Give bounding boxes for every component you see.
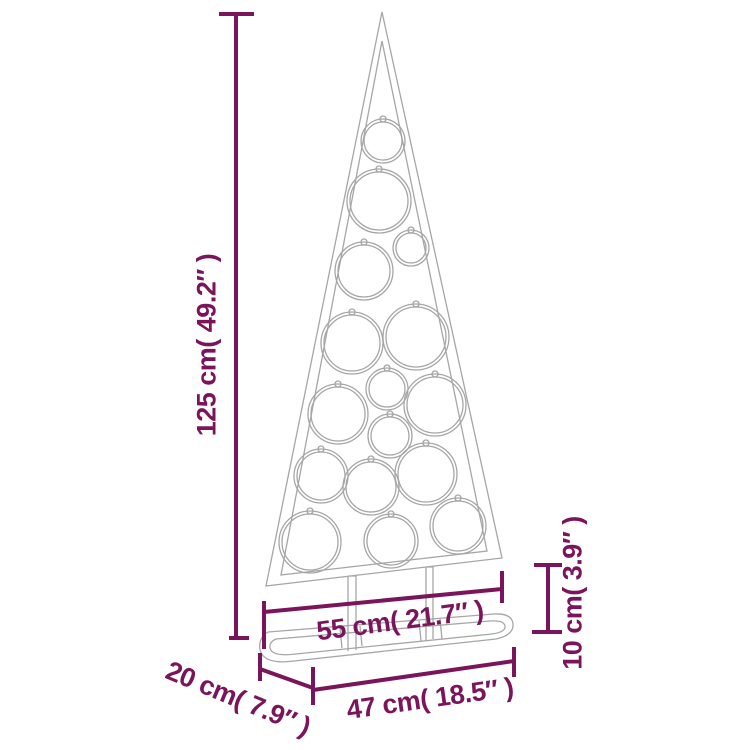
tree-outline-inner — [280, 40, 488, 576]
stand-base — [259, 613, 514, 663]
dimension-line-height — [219, 12, 254, 640]
stand-height-dimension-label: 10 cm( 3.9″ ) — [557, 516, 588, 670]
height-dimension-label: 125 cm( 49.2″ ) — [191, 253, 222, 437]
tree-rings — [278, 115, 487, 574]
tree-outline-outer — [265, 11, 503, 587]
dimension-line-base-length — [312, 647, 516, 692]
stand-posts — [347, 566, 434, 651]
dimension-lines — [219, 12, 562, 705]
dimension-line-tree-width — [262, 571, 504, 649]
tree-drawing — [259, 11, 514, 663]
dimension-line-stand-height — [532, 563, 562, 634]
dimension-line-base-depth — [258, 653, 315, 705]
